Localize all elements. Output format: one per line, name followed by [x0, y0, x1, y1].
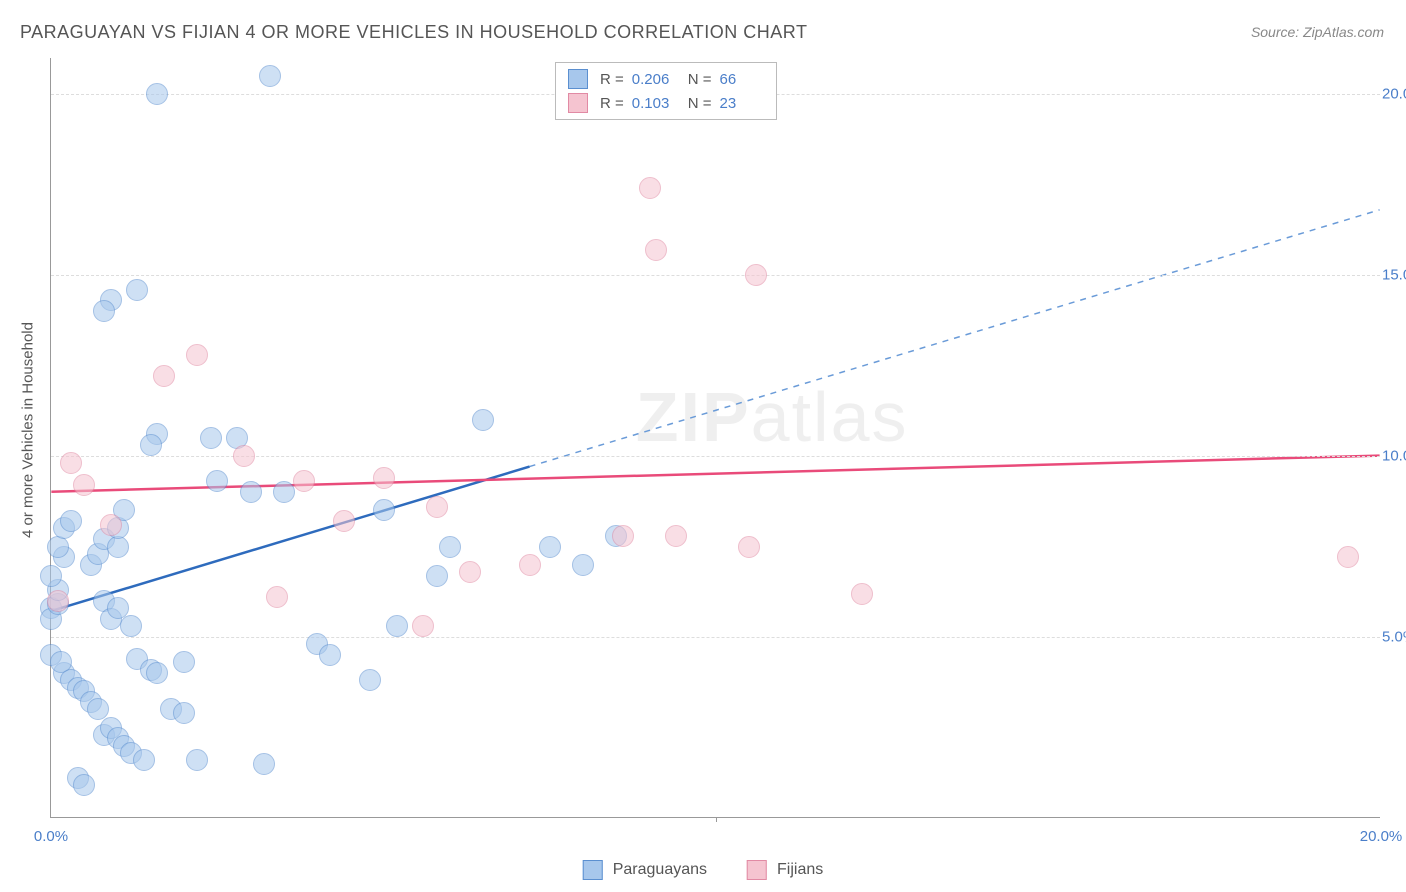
data-point	[539, 536, 561, 558]
data-point	[373, 467, 395, 489]
data-point	[253, 753, 275, 775]
stats-row-paraguayans: R = 0.206 N = 66	[568, 67, 764, 91]
data-point	[273, 481, 295, 503]
gridline	[51, 275, 1380, 276]
watermark: ZIPatlas	[636, 377, 909, 457]
data-point	[126, 279, 148, 301]
data-point	[93, 300, 115, 322]
data-point	[120, 615, 142, 637]
y-axis-label: 4 or more Vehicles in Household	[20, 322, 37, 538]
swatch-paraguayans	[568, 69, 588, 89]
y-tick-label: 10.0%	[1382, 448, 1406, 465]
data-point	[73, 474, 95, 496]
data-point	[851, 583, 873, 605]
data-point	[173, 702, 195, 724]
data-point	[745, 264, 767, 286]
swatch-fijians-icon	[747, 860, 767, 880]
data-point	[153, 365, 175, 387]
data-point	[519, 554, 541, 576]
data-point	[426, 496, 448, 518]
data-point	[373, 499, 395, 521]
data-point	[426, 565, 448, 587]
data-point	[173, 651, 195, 673]
x-tick-label: 20.0%	[1360, 828, 1403, 845]
gridline	[51, 637, 1380, 638]
data-point	[639, 177, 661, 199]
data-point	[40, 565, 62, 587]
plot-area: ZIPatlas 5.0%10.0%15.0%20.0%0.0%20.0%	[50, 58, 1380, 818]
data-point	[100, 514, 122, 536]
data-point	[206, 470, 228, 492]
data-point	[146, 662, 168, 684]
data-point	[665, 525, 687, 547]
legend-item-paraguayans: Paraguayans	[583, 860, 707, 880]
y-tick-label: 5.0%	[1382, 629, 1406, 646]
data-point	[200, 427, 222, 449]
chart-title: PARAGUAYAN VS FIJIAN 4 OR MORE VEHICLES …	[20, 22, 807, 43]
data-point	[186, 344, 208, 366]
data-point	[412, 615, 434, 637]
data-point	[140, 434, 162, 456]
source-attribution: Source: ZipAtlas.com	[1251, 24, 1384, 40]
data-point	[73, 774, 95, 796]
data-point	[293, 470, 315, 492]
trend-lines	[51, 58, 1380, 817]
data-point	[612, 525, 634, 547]
data-point	[266, 586, 288, 608]
x-tick-label: 0.0%	[34, 828, 68, 845]
swatch-fijians	[568, 93, 588, 113]
y-tick-label: 15.0%	[1382, 267, 1406, 284]
data-point	[738, 536, 760, 558]
data-point	[459, 561, 481, 583]
data-point	[439, 536, 461, 558]
data-point	[472, 409, 494, 431]
legend-item-fijians: Fijians	[747, 860, 823, 880]
data-point	[133, 749, 155, 771]
data-point	[60, 510, 82, 532]
data-point	[333, 510, 355, 532]
data-point	[240, 481, 262, 503]
swatch-paraguayans-icon	[583, 860, 603, 880]
stats-legend: R = 0.206 N = 66 R = 0.103 N = 23	[555, 62, 777, 120]
data-point	[319, 644, 341, 666]
data-point	[259, 65, 281, 87]
data-point	[359, 669, 381, 691]
data-point	[146, 83, 168, 105]
x-tick	[716, 817, 717, 822]
data-point	[186, 749, 208, 771]
y-tick-label: 20.0%	[1382, 86, 1406, 103]
chart-container: PARAGUAYAN VS FIJIAN 4 OR MORE VEHICLES …	[0, 0, 1406, 892]
stats-row-fijians: R = 0.103 N = 23	[568, 91, 764, 115]
series-legend: Paraguayans Fijians	[583, 860, 824, 880]
data-point	[386, 615, 408, 637]
data-point	[1337, 546, 1359, 568]
data-point	[645, 239, 667, 261]
data-point	[60, 452, 82, 474]
data-point	[47, 590, 69, 612]
data-point	[572, 554, 594, 576]
data-point	[233, 445, 255, 467]
